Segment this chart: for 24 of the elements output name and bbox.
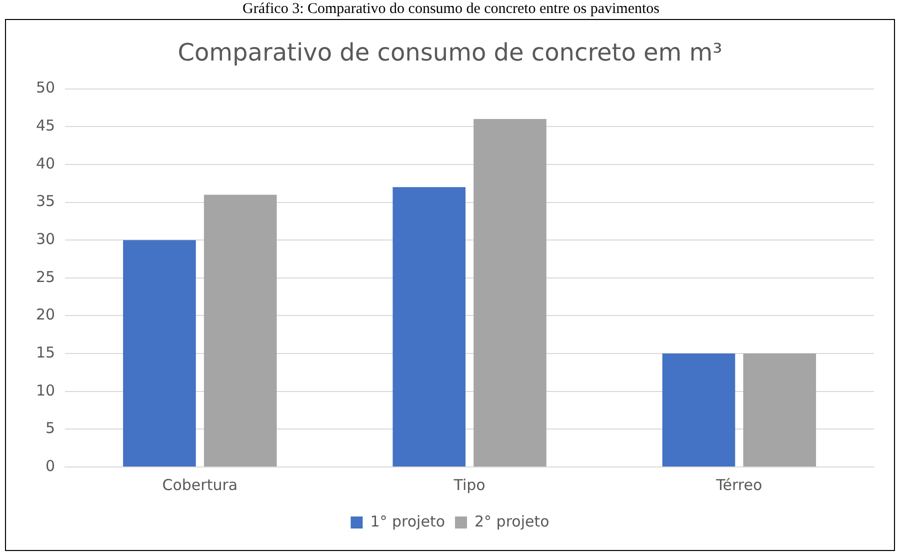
x-tick-label: Térreo	[715, 476, 762, 494]
bar	[204, 194, 277, 466]
bar	[743, 354, 816, 466]
y-tick-label: 45	[36, 116, 56, 135]
y-tick-label: 35	[36, 192, 56, 210]
bar	[123, 240, 196, 466]
x-tick-label: Cobertura	[162, 476, 238, 494]
y-tick-label: 20	[36, 306, 56, 324]
text: Gráfico 3: Comparativo do consumo de concreto entre os pavimentos	[242, 0, 660, 18]
bar	[392, 187, 466, 466]
y-tick-label: 50	[36, 78, 56, 97]
legend-label: 1° projeto	[370, 512, 446, 530]
y-tick-label: 10	[36, 381, 56, 400]
y-tick-label: 25	[36, 268, 56, 286]
x-tick-label: Tipo	[452, 476, 486, 494]
bar	[662, 354, 736, 466]
bar	[474, 119, 546, 466]
chart-title: Comparativo de consumo de concreto em m³	[178, 38, 722, 67]
y-tick-label: 0	[46, 456, 56, 475]
legend-label: 2° projeto	[474, 512, 550, 530]
y-tick-label: 30	[36, 230, 56, 248]
y-tick-label: 40	[36, 154, 56, 172]
y-tick-label: 5	[46, 419, 56, 438]
y-tick-label: 15	[36, 343, 56, 362]
